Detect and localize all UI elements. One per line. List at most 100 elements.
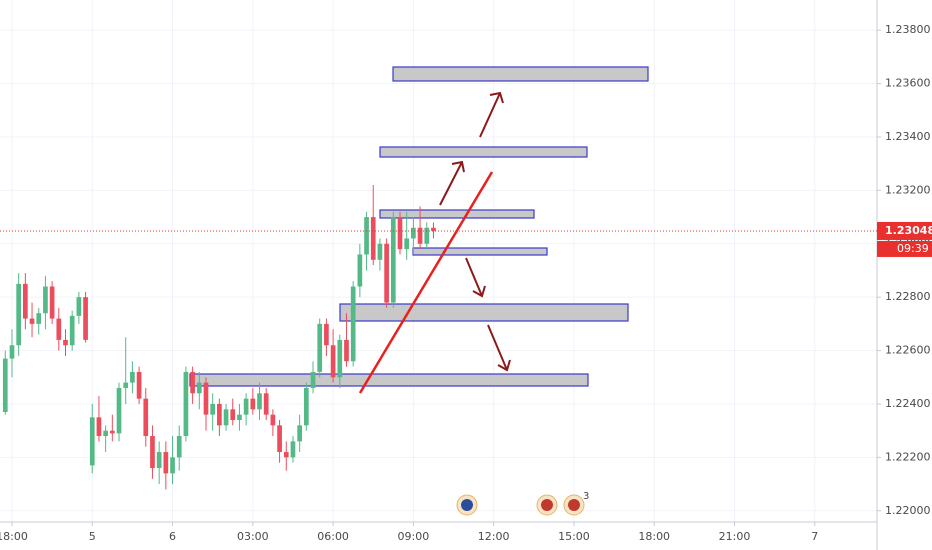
candle-body — [43, 286, 48, 314]
candle-body — [330, 345, 336, 378]
flag — [541, 499, 553, 511]
candle-body — [297, 425, 302, 442]
candles — [2, 185, 436, 490]
arrow[interactable] — [487, 324, 511, 372]
candle-body — [310, 371, 316, 388]
candle-body — [9, 345, 15, 359]
x-tick-label: 12:00 — [478, 530, 510, 543]
x-tick-label: 03:00 — [237, 530, 269, 543]
y-tick-label: 1.23600 — [885, 77, 931, 90]
candle-body — [103, 430, 108, 437]
y-tick-label: 1.23400 — [885, 130, 931, 143]
candle-body — [230, 409, 236, 421]
candle-body — [130, 371, 135, 383]
y-tick-label: 1.23800 — [885, 23, 931, 36]
arrow[interactable] — [479, 91, 504, 138]
candle-body — [83, 297, 88, 340]
grid — [0, 0, 877, 522]
last-price-label: 1.23048 — [885, 224, 932, 237]
candle-body — [317, 323, 323, 372]
candle-body — [23, 283, 28, 319]
candle-body — [364, 217, 369, 255]
candle-body — [250, 398, 256, 410]
candle-body — [243, 398, 249, 415]
drawings — [358, 91, 511, 394]
candle-body — [263, 393, 269, 415]
candle-body — [223, 409, 229, 426]
candle-body — [344, 339, 349, 362]
arrows[interactable] — [439, 91, 511, 372]
candle-body — [96, 417, 102, 437]
candle-body — [417, 227, 423, 244]
countdown-box — [877, 240, 932, 257]
y-tick-label: 1.22400 — [885, 397, 931, 410]
candle-body — [196, 382, 202, 394]
trend-line[interactable] — [358, 171, 494, 394]
zone[interactable] — [339, 303, 629, 322]
flag — [568, 499, 580, 511]
zone[interactable] — [379, 209, 535, 219]
axes: 1.22000 1.22200 1.22400 1.22600 1.22800 1.230… — [0, 23, 932, 543]
candle-body — [176, 436, 182, 458]
candle-body — [109, 430, 115, 434]
candle-body — [411, 227, 416, 239]
candle-body — [29, 318, 35, 324]
x-tick-label: 7 — [811, 530, 818, 543]
candle-body — [303, 387, 309, 426]
candle-body — [337, 339, 343, 378]
candle-body — [89, 417, 95, 466]
y-tick-label: 1.22600 — [885, 344, 931, 357]
zone[interactable] — [189, 373, 589, 387]
zone[interactable] — [392, 66, 649, 82]
candle-body — [163, 452, 169, 474]
candle-body — [183, 371, 189, 437]
candle-body — [390, 217, 396, 303]
x-tick-label: 6 — [169, 530, 176, 543]
candle-body — [136, 371, 142, 399]
flag — [461, 499, 473, 511]
candle-body — [76, 297, 82, 316]
x-tick-label: 09:00 — [398, 530, 430, 543]
candle-body — [277, 425, 282, 453]
candle-body — [324, 323, 329, 346]
zone[interactable] — [379, 146, 588, 158]
candle-body — [190, 371, 195, 394]
candle-body — [2, 358, 8, 412]
last-price-box — [877, 221, 932, 240]
candle-body — [156, 452, 162, 469]
candle-body — [290, 441, 296, 458]
candle-body — [143, 398, 149, 437]
x-tick-label: 18:00 — [638, 530, 670, 543]
candle-body — [16, 283, 22, 346]
candle-body — [384, 243, 389, 303]
candle-body — [270, 414, 276, 426]
y-tick-label: 1.22800 — [885, 290, 931, 303]
candle-body — [424, 227, 430, 244]
candle-body — [217, 403, 222, 426]
arrow[interactable] — [465, 257, 486, 298]
candle-body — [49, 286, 55, 319]
candle-body — [397, 217, 403, 250]
countdown-label: 09:39 — [897, 242, 929, 255]
candle-body — [404, 238, 410, 250]
candle-body — [370, 217, 376, 260]
candle-body — [36, 313, 42, 324]
candle-body — [203, 382, 209, 415]
y-tick-label: 1.23200 — [885, 183, 931, 196]
candle-body — [210, 403, 216, 415]
candle-body — [116, 387, 122, 434]
events: 3 — [456, 491, 589, 516]
x-tick-label: 15:00 — [558, 530, 590, 543]
candle-body — [150, 436, 155, 469]
candle-body — [170, 457, 175, 474]
y-tick-label: 1.22200 — [885, 450, 931, 463]
zone[interactable] — [412, 247, 548, 256]
candle-body — [63, 339, 68, 346]
candle-body — [377, 243, 383, 260]
candle-body — [237, 414, 242, 421]
x-tick-label: 18:00 — [0, 530, 28, 543]
arrow[interactable] — [439, 160, 465, 206]
candle-body — [350, 286, 356, 362]
